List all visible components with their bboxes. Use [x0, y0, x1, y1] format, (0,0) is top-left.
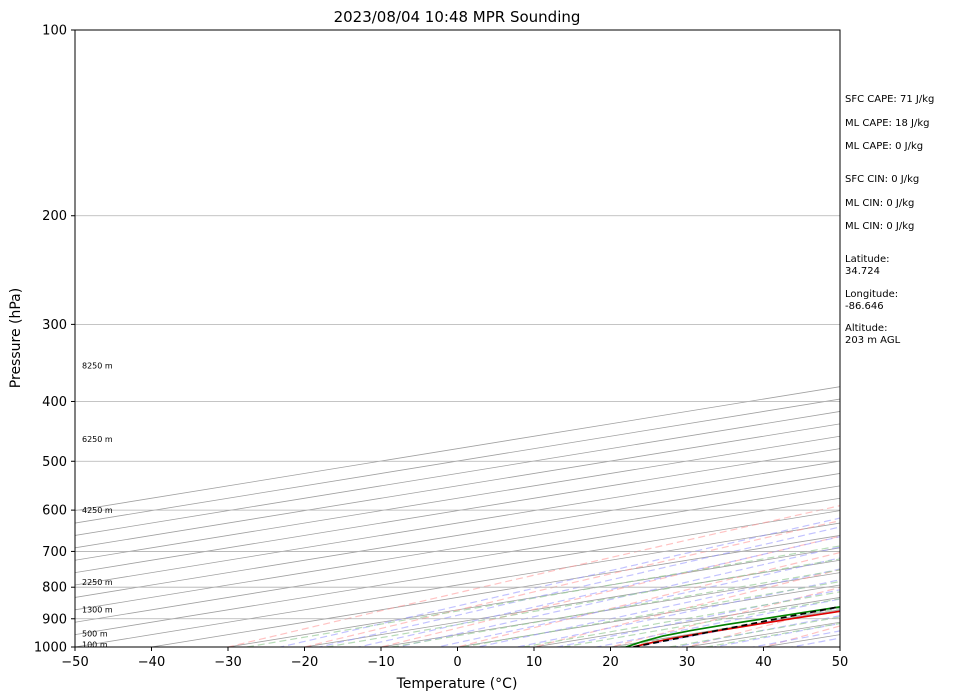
height-label: 6250 m [82, 435, 113, 444]
moist-adiabat-line [434, 557, 840, 647]
moist-adiabat-line [553, 589, 840, 647]
moist-adiabat-line [474, 568, 840, 647]
moist-adiabat-line [316, 526, 840, 647]
isotherm-line [75, 473, 840, 598]
height-labels: 8250 m 6250 m 4250 m 2250 m 1300 m 500 m 100 m [82, 362, 113, 650]
sounding-trace-2 [633, 605, 840, 647]
dry-adiabat-line [949, 16, 954, 660]
altitude-label: Altitude: [845, 323, 887, 334]
x-tick-label: −30 [214, 655, 241, 670]
mixing-ratio-line [563, 598, 840, 647]
y-tick-label: 800 [42, 581, 67, 596]
isotherm-line [75, 510, 840, 636]
height-label: 2250 m [82, 578, 113, 587]
stat-sfc-cin: SFC CIN: 0 J/kg [845, 174, 919, 185]
stat-ml-cin-1: ML CIN: 0 J/kg [845, 198, 914, 209]
plot-frame [74, 29, 841, 648]
x-tick-label: −20 [291, 655, 318, 670]
stat-ml-cape-1: ML CAPE: 18 J/kg [845, 118, 929, 129]
longitude-value: -86.646 [845, 301, 884, 312]
mixing-ratio-line [391, 569, 840, 647]
isotherm-line [75, 411, 840, 536]
y-tick-label: 300 [42, 318, 67, 333]
stat-ml-cin-2: ML CIN: 0 J/kg [845, 221, 914, 232]
isotherm-line [75, 435, 840, 561]
height-label: 100 m [82, 640, 108, 649]
y-tick-label: 900 [42, 612, 67, 627]
sounding-trace-1 [625, 605, 840, 647]
isotherm-line [75, 522, 840, 647]
x-axis-title: Temperature (°C) [396, 676, 518, 692]
isotherm-line [225, 547, 840, 647]
x-tick-label: −40 [138, 655, 165, 670]
dry-adiabat-line [454, 551, 840, 647]
isotherm-line [75, 485, 840, 611]
y-tick-label: 200 [42, 209, 67, 224]
y-axis-title: Pressure (hPa) [8, 288, 24, 388]
stats-panel: SFC CAPE: 71 J/kg ML CAPE: 18 J/kg ML CA… [845, 94, 934, 346]
y-axis: 100 200 300 400 500 600 700 800 900 1000 [34, 24, 75, 656]
background-lines [75, 16, 954, 660]
stat-sfc-cape: SFC CAPE: 71 J/kg [845, 94, 934, 105]
dry-adiabat-line [761, 625, 840, 647]
x-tick-label: 0 [453, 655, 461, 670]
stat-ml-cape-2: ML CAPE: 0 J/kg [845, 141, 923, 152]
mixing-ratio-line [462, 580, 840, 647]
x-axis: −50 −40 −30 −20 −10 0 10 20 30 40 50 [61, 647, 848, 670]
moist-adiabat-line [395, 546, 840, 647]
height-label: 1300 m [82, 606, 113, 615]
y-tick-label: 1000 [34, 641, 67, 656]
y-tick-label: 500 [42, 455, 67, 470]
dry-adiabat-line [684, 605, 840, 647]
height-label: 500 m [82, 629, 108, 638]
moist-adiabat-line [277, 517, 840, 647]
isotherm-line [684, 621, 840, 647]
sounding-traces [625, 605, 840, 647]
isotherm-line [75, 497, 840, 623]
x-tick-label: −50 [61, 655, 88, 670]
latitude-label: Latitude: [845, 254, 890, 265]
y-tick-label: 600 [42, 504, 67, 519]
altitude-value: 203 m AGL [845, 335, 901, 346]
x-tick-label: 10 [526, 655, 543, 670]
y-tick-label: 700 [42, 545, 67, 560]
isotherm-line [149, 535, 840, 647]
longitude-label: Longitude: [845, 289, 898, 300]
dry-adiabat-line [531, 568, 840, 647]
x-tick-label: 40 [755, 655, 772, 670]
moist-adiabat-line [671, 615, 840, 647]
isotherm-line [75, 398, 840, 524]
isotherm-line [75, 386, 840, 512]
pressure-gridlines [75, 29, 840, 648]
isotherm-line [75, 423, 840, 549]
isotherm-line [75, 448, 840, 574]
height-label: 8250 m [82, 362, 113, 371]
x-tick-label: 30 [679, 655, 696, 670]
y-tick-label: 100 [42, 24, 67, 39]
dry-adiabat-line [225, 505, 840, 647]
y-tick-label: 400 [42, 395, 67, 410]
x-tick-label: 20 [602, 655, 619, 670]
height-label: 4250 m [82, 506, 113, 515]
x-tick-label: −10 [367, 655, 394, 670]
dry-adiabat-line [301, 520, 840, 647]
isotherm-line [75, 460, 840, 586]
x-tick-label: 50 [832, 655, 849, 670]
latitude-value: 34.724 [845, 266, 880, 277]
sounding-trace-0 [633, 610, 840, 647]
chart-title: 2023/08/04 10:48 MPR Sounding [334, 8, 581, 26]
